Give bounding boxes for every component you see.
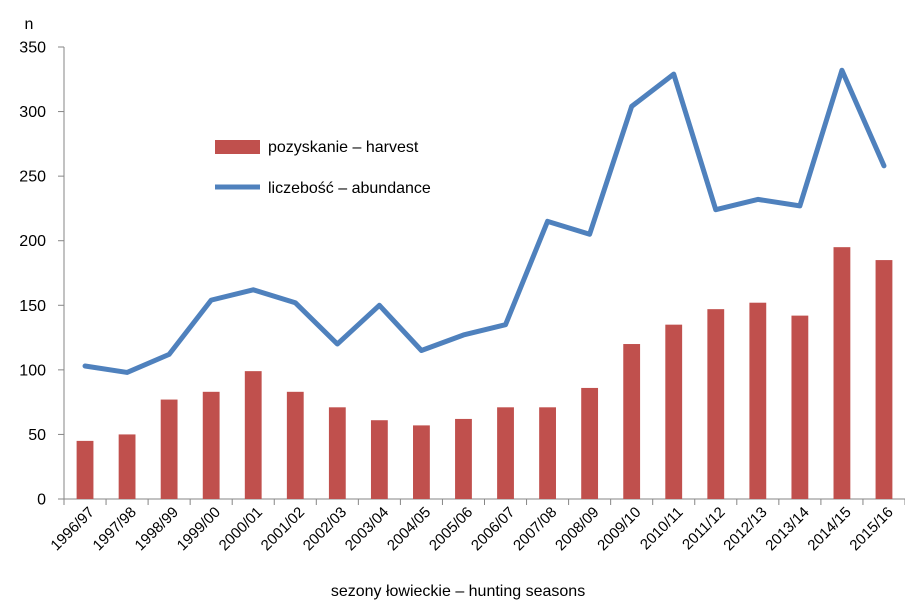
bars-layer xyxy=(77,247,893,499)
y-tick-label: 0 xyxy=(37,492,46,509)
axes-layer xyxy=(58,47,905,505)
bar-harvest xyxy=(77,441,94,499)
x-tick-label: 2007/08 xyxy=(510,504,560,554)
y-tick-label: 300 xyxy=(19,104,46,121)
legend-harvest-label: pozyskanie – harvest xyxy=(268,139,419,156)
bar-harvest xyxy=(455,419,472,499)
bar-harvest xyxy=(834,247,851,499)
x-tick-label: 1999/00 xyxy=(174,504,224,554)
bar-harvest xyxy=(497,407,514,499)
x-tick-label: 1997/98 xyxy=(90,504,140,554)
legend-abundance-label: liczebość – abundance xyxy=(268,180,431,197)
bar-harvest xyxy=(287,392,304,499)
y-tick-label: 250 xyxy=(19,169,46,186)
bar-harvest xyxy=(371,420,388,499)
legend: pozyskanie – harvest liczebość – abundan… xyxy=(215,139,431,197)
bar-harvest xyxy=(161,400,178,499)
y-axis-title: n xyxy=(25,16,34,33)
bar-harvest xyxy=(665,325,682,499)
x-tick-label: 2003/04 xyxy=(342,504,392,554)
x-tick-label: 2013/14 xyxy=(762,504,812,554)
x-tick-label: 2002/03 xyxy=(300,504,350,554)
legend-harvest-swatch xyxy=(215,140,260,154)
x-tick-label: 1998/99 xyxy=(132,504,182,554)
x-tick-label: 2004/05 xyxy=(384,504,434,554)
bar-harvest xyxy=(245,371,262,499)
bar-harvest xyxy=(539,407,556,499)
x-tick-label: 2009/10 xyxy=(594,504,644,554)
y-tick-label: 350 xyxy=(19,40,46,57)
bar-harvest xyxy=(749,303,766,499)
y-tick-label: 200 xyxy=(19,233,46,250)
x-tick-label: 2005/06 xyxy=(426,504,476,554)
x-tick-label: 2012/13 xyxy=(720,504,770,554)
y-tick-label: 100 xyxy=(19,362,46,379)
x-tick-label: 2008/09 xyxy=(552,504,602,554)
x-tick-label: 2011/12 xyxy=(679,504,729,554)
y-tick-label: 150 xyxy=(19,298,46,315)
y-tick-label: 50 xyxy=(28,427,46,444)
bar-harvest xyxy=(623,344,640,499)
bar-harvest xyxy=(203,392,220,499)
bar-harvest xyxy=(581,388,598,499)
bar-harvest xyxy=(413,425,430,499)
x-tick-label: 2000/01 xyxy=(216,504,266,554)
bar-harvest xyxy=(329,407,346,499)
x-axis-title: sezony łowieckie – hunting seasons xyxy=(331,583,585,600)
bar-harvest xyxy=(791,316,808,499)
x-tick-label: 2010/11 xyxy=(637,504,687,554)
x-tick-label: 2001/02 xyxy=(258,504,308,554)
x-tick-label: 1996/97 xyxy=(47,504,97,554)
bar-harvest xyxy=(707,309,724,499)
bar-harvest xyxy=(876,260,893,499)
bar-harvest xyxy=(119,434,136,499)
x-tick-label: 2015/16 xyxy=(846,504,896,554)
x-tick-label: 2006/07 xyxy=(468,504,518,554)
x-tick-label: 2014/15 xyxy=(804,504,854,554)
